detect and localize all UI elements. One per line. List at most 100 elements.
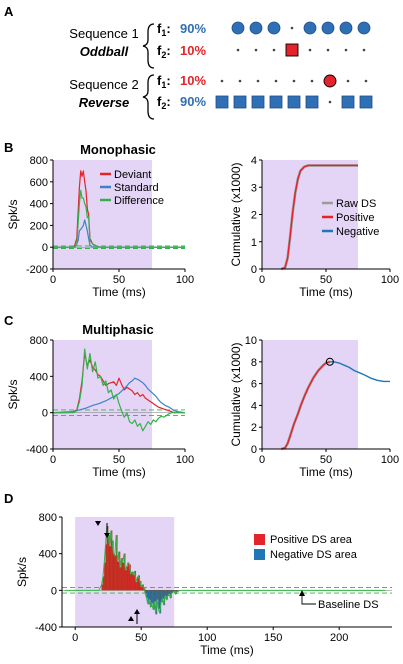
seq1-f2-dot (254, 48, 258, 52)
y-tick-label: 800 (30, 155, 48, 167)
panel-label-d: D (4, 491, 13, 506)
positive-ds-bar (122, 562, 125, 591)
y-tick-label: 0 (251, 264, 257, 276)
y-tick-label: 400 (30, 371, 48, 383)
x-axis-label: Time (ms) (92, 465, 146, 479)
seq1-f1-percent: 90% (180, 21, 206, 36)
seq1-f1-blue-circle (267, 21, 281, 35)
y-tick-label: 0 (51, 585, 57, 597)
negative-ds-bar (154, 590, 156, 602)
chart-title: Monophasic (80, 142, 156, 157)
positive-ds-bar (130, 573, 133, 591)
legend-label: Positive (336, 212, 375, 224)
x-tick-label: 0 (50, 274, 56, 286)
seq1-f2-percent: 10% (180, 43, 206, 58)
y-tick-label: 2 (251, 210, 257, 222)
positive-ds-bar (137, 577, 139, 591)
legend-label: Negative (336, 226, 379, 238)
chart-monophasic-cumulative: 0 50 100 0 1 2 3 4 Time (ms) Cumulative (x1000) Ra… (229, 155, 399, 299)
stimulus-shade (53, 160, 152, 269)
seq1-f1-blue-circle (303, 21, 317, 35)
y-tick-label: 10 (245, 335, 257, 347)
y-tick-label: 0 (251, 444, 257, 456)
y-axis-label: Spk/s (6, 199, 20, 229)
legend-label: Negative DS area (270, 549, 358, 561)
y-tick-label: 4 (251, 400, 257, 412)
panel-label-c: C (4, 313, 14, 328)
y-tick-label: 200 (30, 220, 48, 232)
y-tick-label: 3 (251, 182, 257, 194)
seq1-f2-dot (308, 48, 312, 52)
y-tick-label: 8 (251, 357, 257, 369)
y-axis-label: Cumulative (x1000) (229, 342, 243, 446)
seq2-f1-label: f1: (157, 73, 171, 90)
y-tick-label: 400 (30, 199, 48, 211)
positive-ds-bar (133, 574, 135, 591)
y-tick-label: 1 (251, 237, 257, 249)
seq2-f2-blue-square (359, 95, 373, 109)
sequence-schematic: Sequence 1 Oddball Sequence 2 Reverse f1… (69, 21, 373, 120)
positive-ds-bar (102, 576, 105, 591)
y-axis-label: Spk/s (6, 379, 20, 409)
positive-ds-bar (127, 562, 130, 591)
y-tick-label: 600 (30, 177, 48, 189)
legend-label: Positive DS area (270, 534, 353, 546)
x-tick-label: 50 (113, 274, 125, 286)
chart-multiphasic-cumulative: 0 50 100 0 2 4 6 8 10 Time (ms) Cumulative (x1000) (229, 335, 399, 479)
seq1-f1-dot (290, 26, 294, 30)
negative-ds-bar (151, 590, 154, 604)
legend-swatch (254, 549, 265, 560)
seq2-f1-dot (238, 79, 242, 83)
positive-ds-bar (109, 546, 111, 591)
x-axis-label: Time (ms) (299, 465, 353, 479)
negative-ds-bar (148, 590, 151, 600)
x-tick-label: 50 (113, 454, 125, 466)
chart-title: Multiphasic (82, 322, 154, 337)
seq1-f1-blue-circle (321, 21, 335, 35)
seq1-f1-label: f1: (157, 21, 171, 38)
seq1-f2-dot (272, 48, 276, 52)
y-tick-label: 400 (39, 549, 57, 561)
seq1-f2-red-square (285, 43, 299, 57)
seq2-f1-dot (274, 79, 278, 83)
seq2-f2-percent: 90% (180, 94, 206, 109)
seq2-f2-blue-square (215, 95, 229, 109)
series-line-positive (280, 164, 358, 270)
x-tick-label: 100 (381, 454, 399, 466)
seq1-f2-label: f2: (157, 43, 171, 60)
arrow-up-head (134, 609, 140, 614)
y-tick-label: -400 (35, 622, 57, 634)
difference-trace (64, 526, 386, 615)
negative-ds-bar (164, 590, 167, 596)
legend-label: Standard (114, 182, 159, 194)
seq2-f2-dot (328, 100, 332, 104)
seq2-label: Sequence 2 (69, 77, 138, 92)
seq2-f2-label: f2: (157, 94, 171, 111)
seq2-brace (142, 74, 155, 120)
seq1-name: Oddball (80, 44, 129, 59)
seq1-f2-dot (362, 48, 366, 52)
seq2-f1-dot (346, 79, 350, 83)
positive-ds-bar (105, 544, 108, 591)
x-tick-label: 50 (135, 632, 147, 644)
x-tick-label: 100 (381, 274, 399, 286)
positive-ds-bar (125, 570, 127, 591)
positive-ds-bar (117, 561, 119, 591)
x-tick-label: 100 (176, 454, 194, 466)
chart-ds-area: 0 50 100 150 200 -400 0 400 800 Time (ms) Spk/s Pos… (15, 512, 392, 657)
legend-swatch (254, 534, 265, 545)
legend-label: Raw DS (336, 198, 376, 210)
x-tick-label: 50 (320, 454, 332, 466)
y-tick-label: 800 (30, 335, 48, 347)
seq2-f1-dot (220, 79, 224, 83)
legend-label: Deviant (114, 169, 151, 181)
baseline-ds-annotation: Baseline DS (318, 599, 379, 611)
seq2-f2-blue-square (269, 95, 283, 109)
seq2-f1-dot (364, 79, 368, 83)
x-tick-label: 200 (330, 632, 348, 644)
panel-label-b: B (4, 140, 13, 155)
series-line-standard (53, 219, 185, 248)
seq2-f1-dot (256, 79, 260, 83)
seq1-label: Sequence 1 (69, 26, 138, 41)
